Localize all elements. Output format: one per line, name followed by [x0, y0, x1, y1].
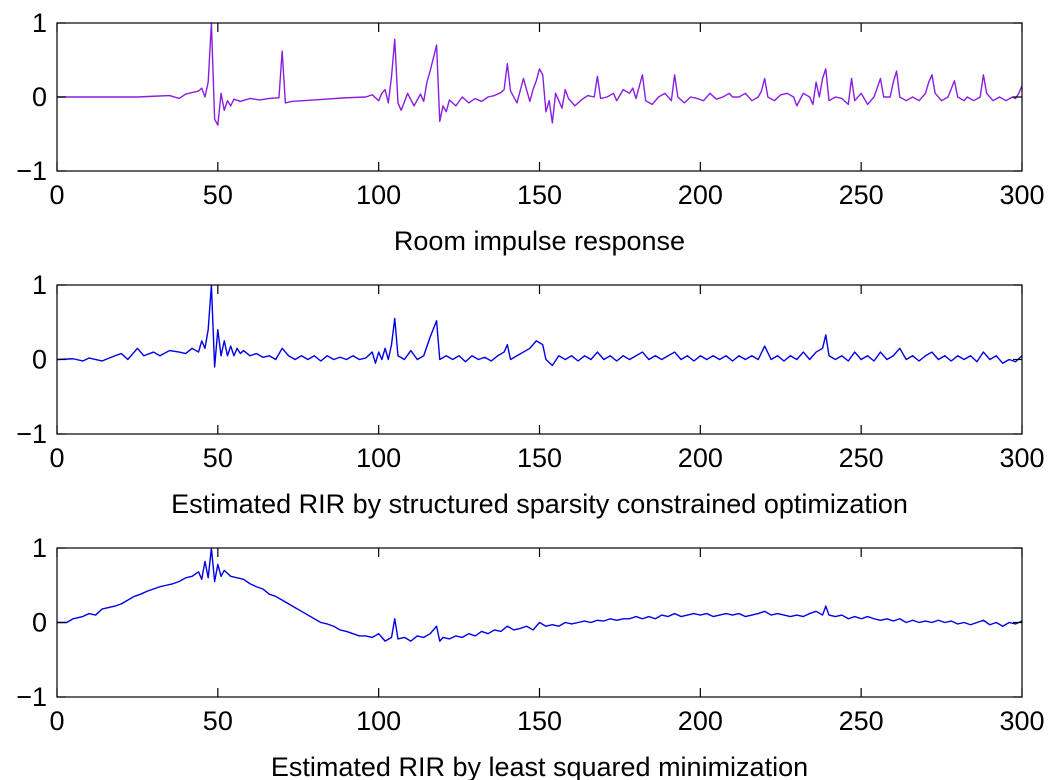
x-tick-label: 200 [678, 180, 723, 210]
x-tick-label: 100 [356, 180, 401, 210]
x-tick-label: 200 [678, 706, 723, 736]
y-tick-label: 0 [32, 82, 47, 112]
y-tick-label: 1 [32, 270, 47, 300]
axes-frame [56, 284, 1023, 435]
x-axis-label: Estimated RIR by structured sparsity con… [171, 489, 908, 519]
x-tick-label: 250 [839, 443, 884, 473]
x-tick-label: 0 [49, 180, 64, 210]
x-tick-label: 200 [678, 443, 723, 473]
x-tick-label: 300 [999, 706, 1044, 736]
x-tick-label: 100 [356, 706, 401, 736]
series-line-3-1 [57, 547, 1023, 642]
x-tick-label: 300 [999, 443, 1044, 473]
y-tick-label: 1 [32, 8, 47, 38]
x-axis-label: Estimated RIR by least squared minimizat… [271, 752, 808, 780]
y-tick-label: −1 [16, 682, 47, 712]
x-tick-label: 50 [203, 443, 233, 473]
y-tick-label: −1 [16, 156, 47, 186]
x-tick-label: 250 [839, 180, 884, 210]
x-axis-label: Room impulse response [394, 226, 685, 256]
x-tick-label: 150 [517, 180, 562, 210]
x-tick-label: 150 [517, 443, 562, 473]
series-line-1-1 [57, 22, 1023, 126]
axes-frame [56, 22, 1023, 172]
x-tick-label: 150 [517, 706, 562, 736]
x-tick-label: 250 [839, 706, 884, 736]
x-tick-label: 50 [203, 706, 233, 736]
y-tick-label: −1 [16, 419, 47, 449]
y-tick-label: 1 [32, 533, 47, 563]
x-tick-label: 300 [999, 180, 1044, 210]
series-line-2-1 [56, 284, 1023, 368]
x-tick-label: 0 [49, 706, 64, 736]
y-tick-label: 0 [32, 608, 47, 638]
x-tick-label: 100 [356, 443, 401, 473]
x-tick-label: 50 [203, 180, 233, 210]
x-tick-label: 0 [49, 443, 64, 473]
y-tick-label: 0 [32, 345, 47, 375]
